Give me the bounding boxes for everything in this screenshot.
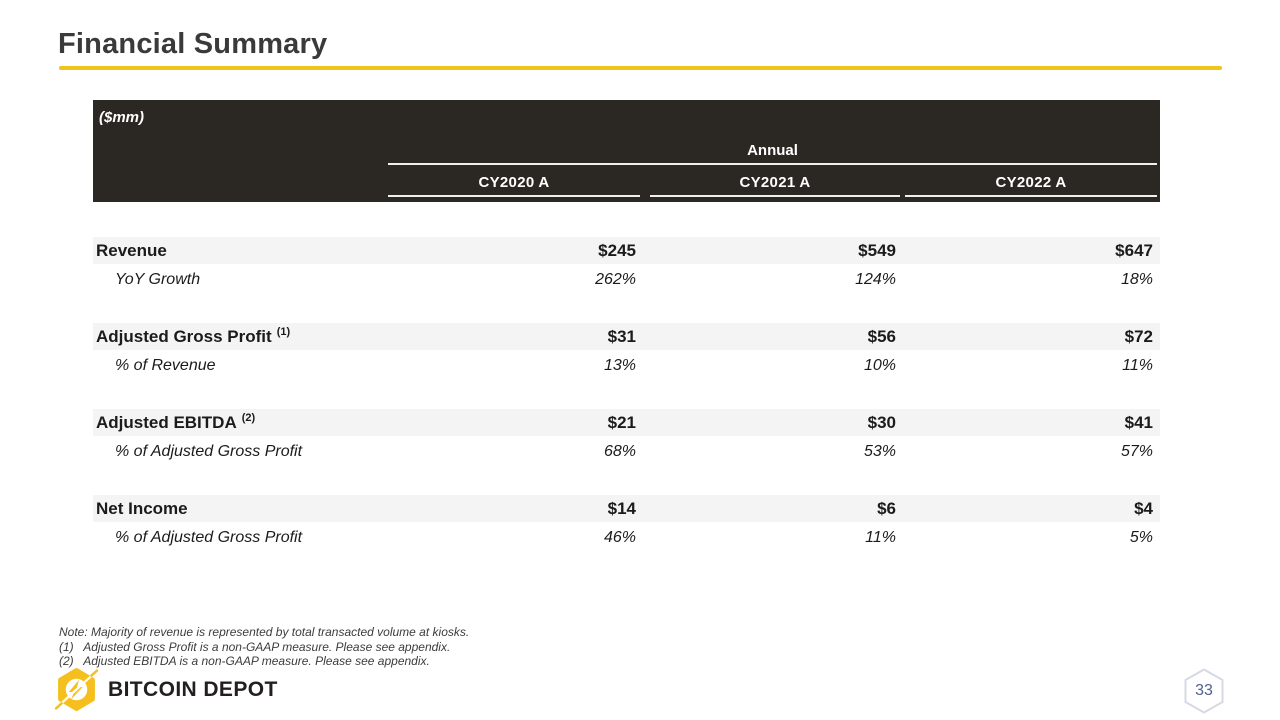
cell-value: $245 (598, 240, 636, 260)
cell-value: $647 (1115, 240, 1153, 260)
table-row-revenue: Revenue $245 $549 $647 (93, 237, 1160, 264)
footnote-2: (2) Adjusted EBITDA is a non-GAAP measur… (59, 654, 430, 669)
row-label: % of Adjusted Gross Profit (115, 528, 303, 546)
row-label: Adjusted Gross Profit (1) (96, 325, 291, 346)
footnote-marker: (1) (276, 325, 291, 338)
table-row-yoy-growth: YoY Growth 262% 124% 18% (93, 266, 1160, 293)
row-label: Adjusted EBITDA (2) (96, 411, 256, 432)
row-label: Revenue (96, 240, 167, 260)
group-underline (388, 163, 1157, 165)
table-row-pct-of-agp-net-income: % of Adjusted Gross Profit 46% 11% 5% (93, 524, 1160, 551)
financial-table: ($mm) Annual CY2020 A CY2021 A CY2022 A … (93, 100, 1160, 553)
cell-value: 53% (863, 442, 896, 460)
cell-value: $4 (1134, 498, 1153, 518)
cell-value: 57% (1120, 442, 1153, 460)
table-row-adjusted-ebitda: Adjusted EBITDA (2) $21 $30 $41 (93, 409, 1160, 436)
page-title: Financial Summary (58, 28, 328, 60)
cell-value: 124% (855, 270, 896, 288)
page-number-badge: 33 (1182, 668, 1226, 714)
row-label: YoY Growth (115, 270, 201, 288)
page-number-hexagon-icon (1184, 668, 1224, 714)
row-label: % of Revenue (115, 356, 216, 374)
bitcoin-depot-logo: BITCOIN DEPOT (54, 667, 278, 712)
cell-value: 5% (1129, 528, 1153, 546)
table-row-pct-of-agp-ebitda: % of Adjusted Gross Profit 68% 53% 57% (93, 438, 1160, 465)
title-underline (59, 66, 1222, 70)
footnotes: Note: Majority of revenue is represented… (59, 625, 469, 669)
units-label: ($mm) (99, 109, 145, 126)
cell-value: $30 (867, 412, 896, 432)
page-number: 33 (1195, 682, 1213, 699)
row-label: Net Income (96, 498, 188, 518)
cell-value: $549 (858, 240, 896, 260)
cell-value: $31 (607, 326, 636, 346)
footnote-marker: (2) (241, 411, 256, 424)
footnote-note: Note: Majority of revenue is represented… (59, 625, 470, 639)
cell-value: 18% (1120, 270, 1153, 288)
cell-value: 46% (603, 528, 636, 546)
cell-value: $41 (1124, 412, 1153, 432)
cell-value: $6 (877, 498, 896, 518)
cell-value: 68% (603, 442, 636, 460)
cell-value: 11% (1122, 356, 1153, 374)
column-header-cy2021: CY2021 A (650, 170, 900, 197)
cell-value: 13% (603, 356, 636, 374)
table-row-net-income: Net Income $14 $6 $4 (93, 495, 1160, 522)
table-row-adjusted-gross-profit: Adjusted Gross Profit (1) $31 $56 $72 (93, 323, 1160, 350)
cell-value: $56 (867, 326, 896, 346)
cell-value: 11% (865, 528, 896, 546)
column-group-header: Annual (747, 142, 798, 159)
logo-wordmark: BITCOIN DEPOT (108, 677, 278, 701)
table-row-pct-of-revenue: % of Revenue 13% 10% 11% (93, 352, 1160, 379)
table-header: ($mm) Annual CY2020 A CY2021 A CY2022 A (93, 100, 1160, 202)
cell-value: 10% (863, 356, 896, 374)
bitcoin-depot-hexagon-bolt-icon (54, 668, 99, 711)
cell-value: $72 (1124, 326, 1153, 346)
row-label: % of Adjusted Gross Profit (115, 442, 303, 460)
cell-value: $21 (607, 412, 636, 432)
column-header-cy2022: CY2022 A (905, 170, 1157, 197)
cell-value: $14 (607, 498, 636, 518)
column-header-cy2020: CY2020 A (388, 170, 640, 197)
cell-value: 262% (595, 270, 636, 288)
footnote-1: (1) Adjusted Gross Profit is a non-GAAP … (59, 639, 451, 654)
